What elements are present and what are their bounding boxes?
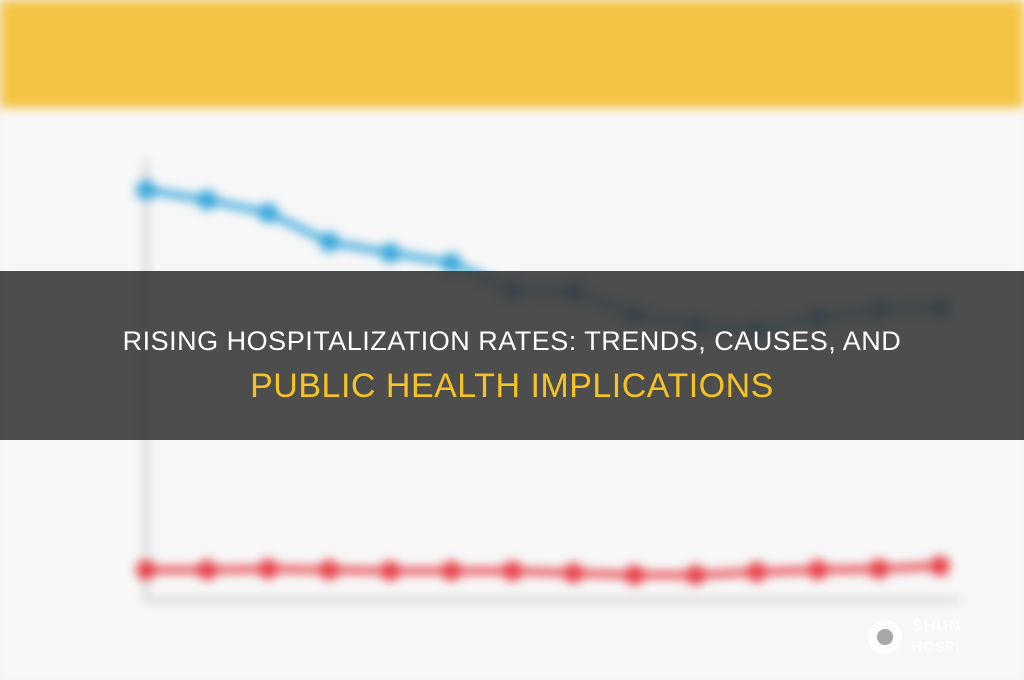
headline-overlay-band [0, 271, 1024, 440]
blurred-point [563, 563, 584, 583]
blurred-point [319, 232, 340, 252]
blurred-point [441, 253, 462, 273]
blurred-point [197, 560, 218, 580]
blurred-point [380, 561, 401, 581]
blurred-point [136, 180, 156, 200]
blurred-point [441, 561, 462, 581]
watermark-text-2: HOSPI [912, 638, 961, 654]
blurred-line [146, 562, 941, 579]
blurred-point [380, 243, 401, 263]
blurred-point [136, 560, 156, 580]
site-watermark: SHUN HOSPI [868, 618, 998, 658]
blurred-point [685, 565, 706, 585]
blurred-point [624, 565, 645, 585]
blurred-chart-banner [0, 0, 1024, 108]
blurred-point [930, 556, 950, 576]
watermark-text: SHUN [912, 618, 962, 635]
camera-aperture-icon [868, 620, 902, 654]
headline-line-2: PUBLIC HEALTH IMPLICATIONS [250, 367, 774, 405]
headline: RISING HOSPITALIZATION RATES: TRENDS, CA… [0, 271, 1024, 440]
blurred-point [746, 562, 767, 582]
blurred-point [319, 560, 340, 580]
blurred-point [197, 190, 218, 210]
blurred-series-bottom [136, 556, 950, 585]
blurred-point [258, 203, 279, 223]
blurred-point [258, 559, 279, 579]
headline-line-1: RISING HOSPITALIZATION RATES: TRENDS, CA… [122, 326, 902, 356]
blurred-point [868, 559, 889, 579]
blurred-point [502, 561, 523, 581]
blurred-point [807, 560, 828, 580]
